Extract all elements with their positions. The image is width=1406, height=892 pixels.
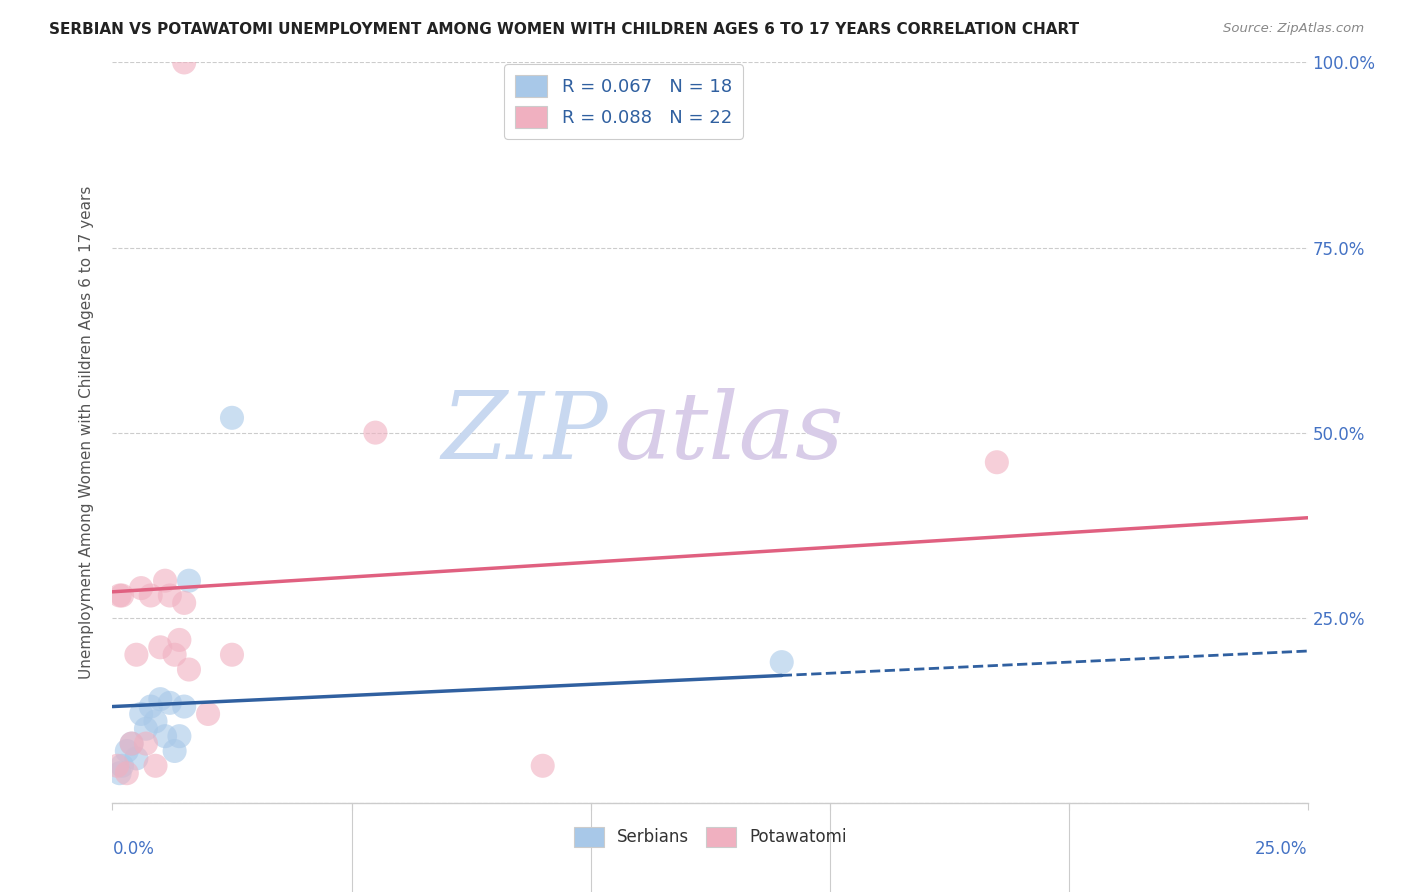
- Point: [163, 648, 186, 662]
- Point: [159, 696, 181, 710]
- Point: [115, 744, 138, 758]
- Text: 25.0%: 25.0%: [1256, 840, 1308, 858]
- Point: [135, 722, 157, 736]
- Point: [173, 699, 195, 714]
- Text: 0.0%: 0.0%: [112, 840, 155, 858]
- Point: [139, 699, 162, 714]
- Point: [221, 648, 243, 662]
- Point: [139, 589, 162, 603]
- Point: [135, 737, 157, 751]
- Point: [197, 706, 219, 721]
- Point: [153, 574, 176, 588]
- Point: [159, 589, 181, 603]
- Point: [173, 596, 195, 610]
- Point: [364, 425, 387, 440]
- Point: [177, 574, 200, 588]
- Y-axis label: Unemployment Among Women with Children Ages 6 to 17 years: Unemployment Among Women with Children A…: [79, 186, 94, 680]
- Point: [177, 663, 200, 677]
- Legend: Serbians, Potawatomi: Serbians, Potawatomi: [567, 820, 853, 854]
- Point: [129, 581, 152, 595]
- Point: [149, 640, 172, 655]
- Point: [125, 648, 148, 662]
- Point: [121, 737, 143, 751]
- Point: [770, 655, 793, 669]
- Point: [986, 455, 1008, 469]
- Point: [121, 737, 143, 751]
- Text: Source: ZipAtlas.com: Source: ZipAtlas.com: [1223, 22, 1364, 36]
- Point: [163, 744, 186, 758]
- Point: [125, 751, 148, 765]
- Point: [145, 758, 167, 772]
- Point: [105, 758, 128, 772]
- Point: [221, 410, 243, 425]
- Point: [108, 766, 131, 780]
- Point: [115, 766, 138, 780]
- Point: [145, 714, 167, 729]
- Text: ZIP: ZIP: [441, 388, 609, 477]
- Point: [129, 706, 152, 721]
- Point: [108, 589, 131, 603]
- Point: [531, 758, 554, 772]
- Text: atlas: atlas: [614, 388, 844, 477]
- Point: [111, 589, 134, 603]
- Point: [111, 758, 134, 772]
- Point: [173, 55, 195, 70]
- Point: [153, 729, 176, 743]
- Point: [169, 632, 191, 647]
- Text: SERBIAN VS POTAWATOMI UNEMPLOYMENT AMONG WOMEN WITH CHILDREN AGES 6 TO 17 YEARS : SERBIAN VS POTAWATOMI UNEMPLOYMENT AMONG…: [49, 22, 1080, 37]
- Point: [149, 692, 172, 706]
- Point: [169, 729, 191, 743]
